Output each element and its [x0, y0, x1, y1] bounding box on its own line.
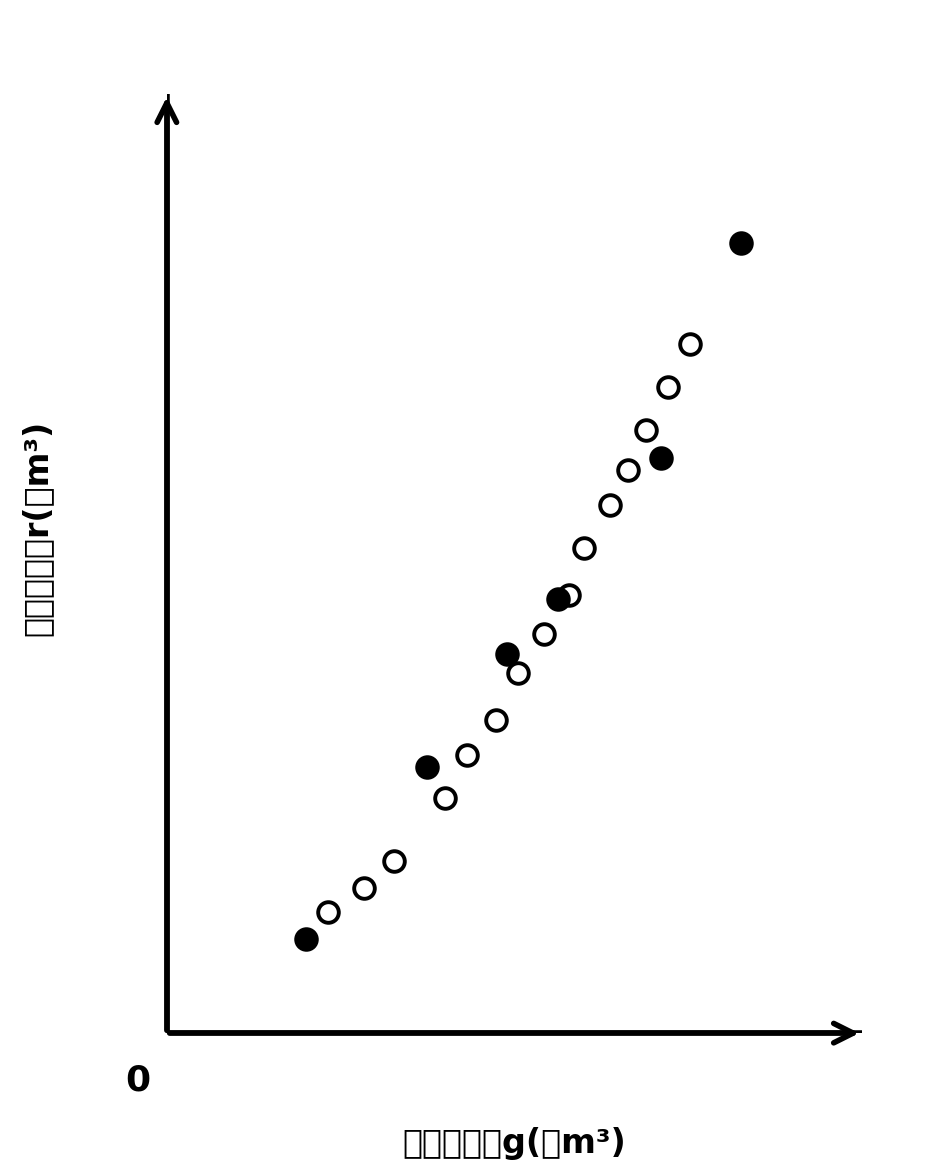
- Point: [654, 448, 668, 467]
- Point: [562, 586, 577, 605]
- Point: [500, 645, 514, 663]
- Point: [321, 903, 336, 922]
- Point: [603, 495, 617, 514]
- Point: [511, 663, 526, 682]
- Point: [438, 789, 452, 808]
- Text: 河川径流量r(万m³): 河川径流量r(万m³): [20, 420, 54, 636]
- Point: [639, 421, 654, 440]
- Point: [551, 589, 565, 608]
- Point: [537, 625, 552, 643]
- Point: [682, 335, 697, 353]
- Point: [357, 879, 372, 898]
- Point: [419, 757, 434, 776]
- Point: [577, 539, 591, 558]
- Point: [620, 460, 635, 479]
- Point: [460, 745, 475, 764]
- Point: [661, 378, 676, 397]
- Point: [734, 234, 749, 252]
- Point: [298, 930, 313, 949]
- Text: 0: 0: [125, 1064, 150, 1097]
- Point: [387, 851, 401, 870]
- Point: [489, 710, 503, 729]
- Text: 河川基流量g(万m³): 河川基流量g(万m³): [402, 1127, 627, 1160]
